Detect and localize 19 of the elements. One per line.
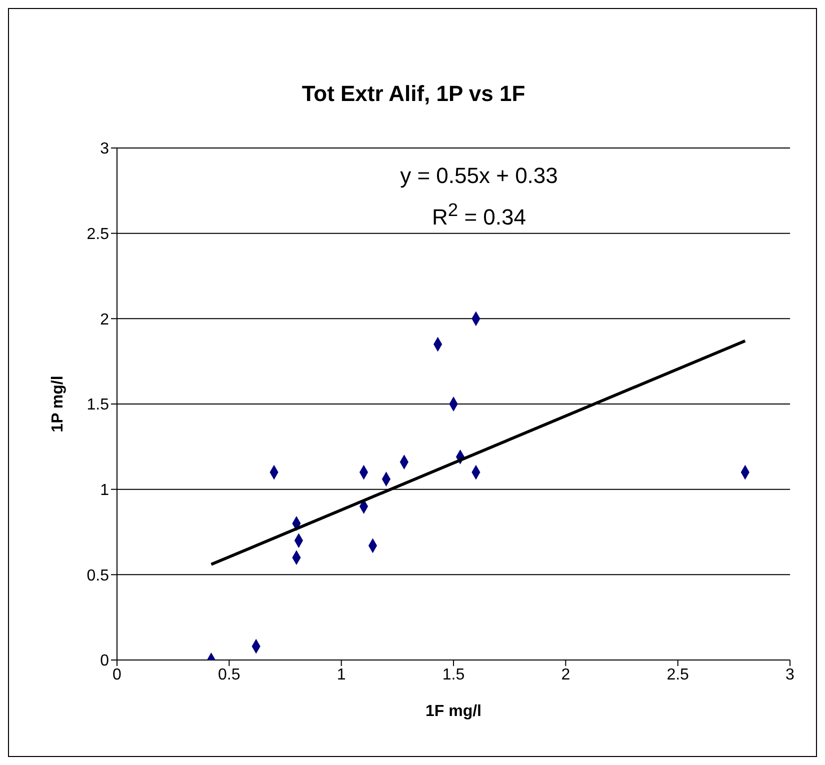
x-tick-label: 3	[786, 666, 795, 684]
y-axis-title: 1P mg/l	[50, 376, 67, 432]
x-tick-label: 0.5	[218, 666, 240, 684]
chart-title: Tot Extr Alif, 1P vs 1F	[300, 81, 526, 107]
y-tick-label: 0.5	[86, 567, 110, 584]
x-tick-label: 2	[561, 666, 570, 684]
x-axis-title: 1F mg/l	[425, 703, 482, 720]
annotation: y = 0.55x + 0.33	[399, 162, 559, 190]
y-tick-label: 1.5	[86, 396, 110, 414]
y-tick-label: 0	[100, 652, 110, 670]
x-tick-label: 0	[112, 666, 122, 684]
x-tick-label: 1.5	[442, 666, 465, 684]
x-tick-label: 1	[336, 666, 346, 684]
x-tick-label: 2.5	[666, 666, 690, 684]
annotation: R$^{2}$ = 0.34	[431, 198, 527, 232]
y-tick-label: 1	[100, 482, 110, 500]
y-tick-label: 2.5	[86, 226, 110, 244]
y-tick-label: 2	[100, 311, 110, 328]
y-tick-label: 3	[100, 140, 110, 158]
